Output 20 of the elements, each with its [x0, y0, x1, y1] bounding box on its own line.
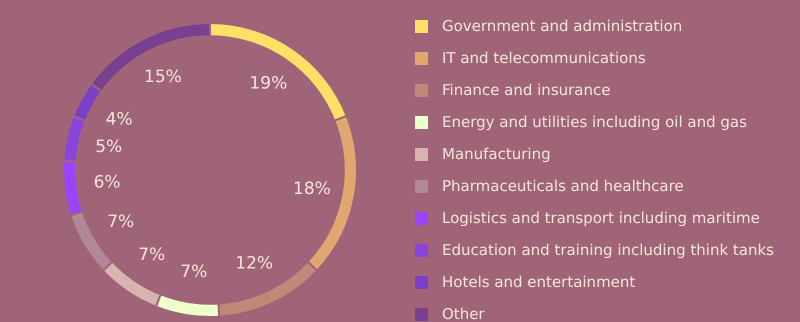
legend-label: Logistics and transport including maritime	[442, 209, 760, 227]
data-label: 7%	[138, 245, 166, 266]
legend-label: Energy and utilities including oil and gas	[442, 113, 747, 131]
legend-label: Finance and insurance	[442, 81, 610, 99]
data-label: 7%	[107, 212, 134, 232]
legend-label: Education and training including think tanks	[442, 241, 774, 259]
data-label: 7%	[180, 262, 208, 282]
legend-label: Other	[442, 305, 485, 322]
legend-label: IT and telecommunications	[442, 49, 646, 67]
data-label: 6%	[94, 172, 121, 192]
legend-label: Manufacturing	[442, 145, 551, 163]
data-label: 4%	[106, 109, 133, 130]
legend-label: Hotels and entertainment	[442, 273, 636, 291]
data-label: 5%	[95, 136, 122, 157]
legend-label: Pharmaceuticals and healthcare	[442, 177, 684, 195]
data-label: 19%	[249, 74, 288, 94]
legend-label: Government and administration	[442, 17, 682, 35]
data-label: 18%	[293, 178, 331, 199]
data-label: 15%	[144, 66, 182, 87]
data-label: 12%	[235, 253, 274, 274]
